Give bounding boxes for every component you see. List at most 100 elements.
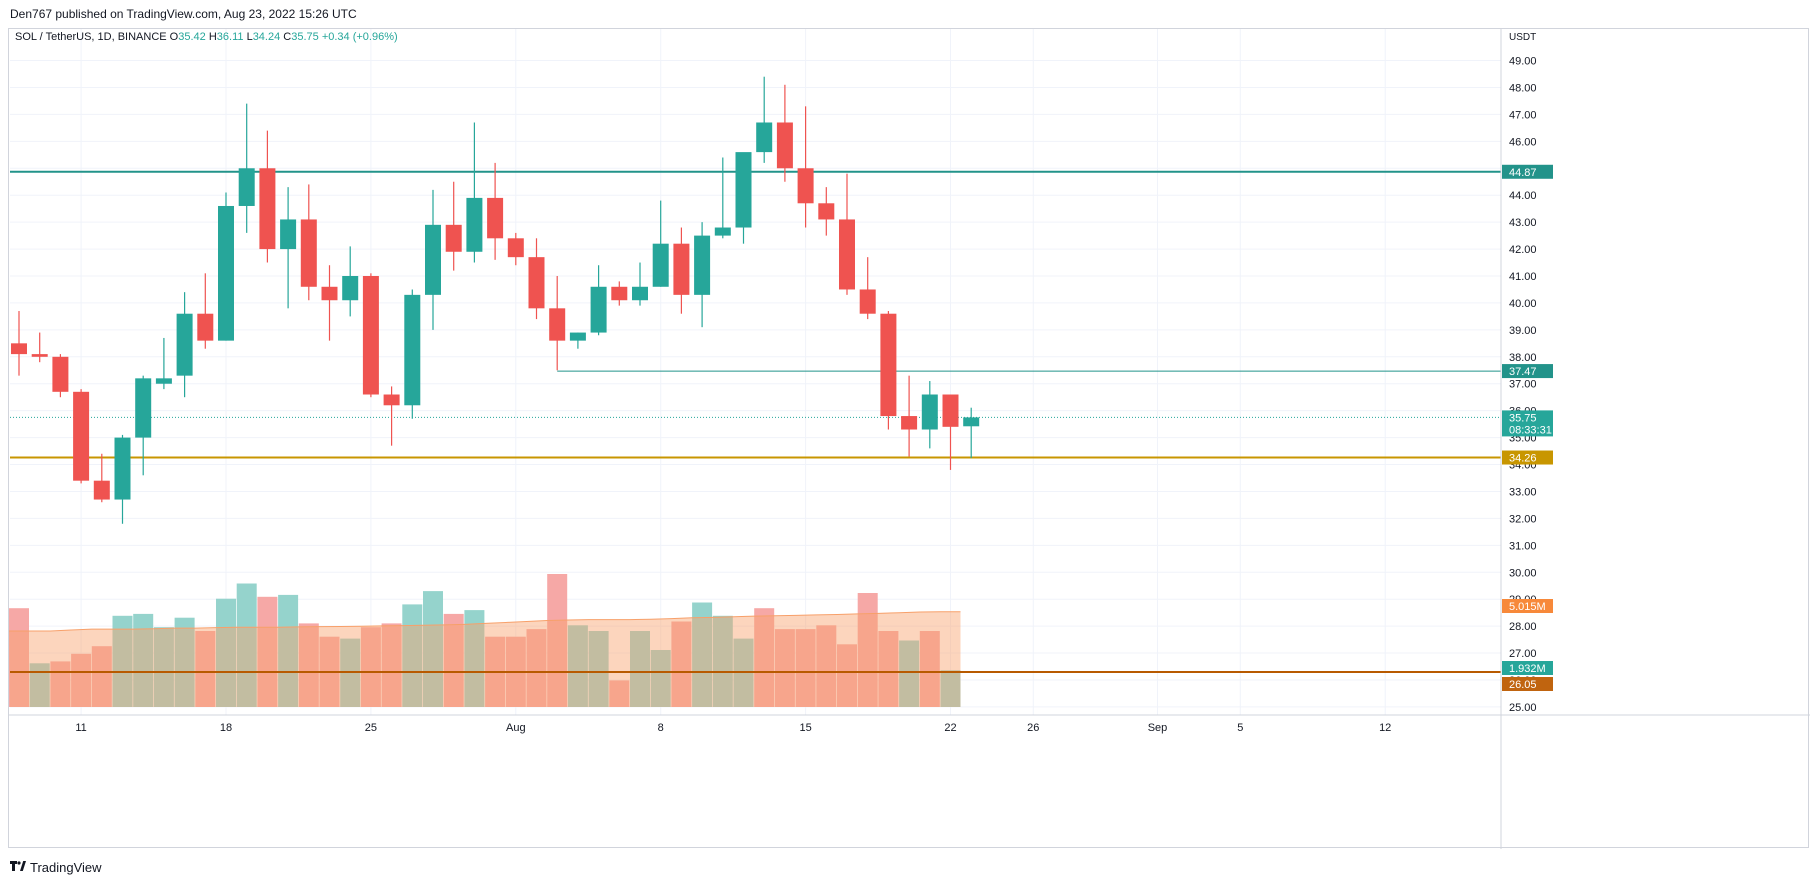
candle-body[interactable] <box>921 394 938 430</box>
candle-body[interactable] <box>507 238 524 258</box>
candle-body[interactable] <box>859 289 876 314</box>
volume-bar <box>71 653 92 707</box>
candle-body[interactable] <box>52 356 69 392</box>
candle-body[interactable] <box>362 276 379 395</box>
volume-bar <box>650 650 671 707</box>
volume-bar <box>153 627 174 707</box>
time-tick-label: 22 <box>944 722 956 734</box>
candle-body[interactable] <box>735 152 752 228</box>
price-tick-label: 33.00 <box>1509 486 1537 498</box>
candle-body[interactable] <box>238 168 255 206</box>
chart-header: Den767 published on TradingView.com, Aug… <box>0 0 1818 28</box>
candle-body[interactable] <box>528 257 545 309</box>
price-tick-label: 43.00 <box>1509 217 1537 229</box>
volume-ma-badge <box>1502 599 1553 613</box>
price-tick-label: 49.00 <box>1509 56 1537 68</box>
candle-body[interactable] <box>901 416 918 430</box>
volume-bar <box>195 631 216 707</box>
candle-body[interactable] <box>818 203 835 220</box>
price-tick-label: 48.00 <box>1509 82 1537 94</box>
candle-body[interactable] <box>632 286 648 301</box>
volume-bar <box>567 625 588 707</box>
candle-body[interactable] <box>135 378 152 438</box>
price-tick-label: 39.00 <box>1509 325 1537 337</box>
volume-bar <box>547 574 568 707</box>
candle-body[interactable] <box>942 394 959 427</box>
candle-body[interactable] <box>197 313 214 341</box>
candle-body[interactable] <box>321 286 338 301</box>
candle-body[interactable] <box>611 286 628 301</box>
ohlc-legend-part: 36.11 <box>217 31 247 43</box>
time-tick-label: 26 <box>1027 722 1039 734</box>
candle-body[interactable] <box>114 437 131 500</box>
candle-body[interactable] <box>342 276 359 301</box>
volume-bar <box>712 615 733 707</box>
volume-bar <box>174 617 195 707</box>
candle-body[interactable] <box>11 343 27 355</box>
candle-body[interactable] <box>300 219 317 287</box>
volume-level-badge-text: 26.05 <box>1509 679 1537 691</box>
volume-bar <box>91 646 112 707</box>
candle-body[interactable] <box>404 294 421 406</box>
support-badge <box>1502 450 1553 465</box>
ohlc-legend-part: 34.24 <box>253 31 284 43</box>
candle-body[interactable] <box>839 219 855 290</box>
candle-body[interactable] <box>73 391 90 481</box>
candle-body[interactable] <box>259 168 276 250</box>
price-tick-label: 31.00 <box>1509 540 1537 552</box>
chart-frame[interactable]: USDT25.0026.0027.0028.0029.0030.0031.003… <box>8 28 1810 849</box>
time-tick-label: 12 <box>1379 722 1391 734</box>
time-tick-label: 18 <box>220 722 232 734</box>
candle-body[interactable] <box>776 122 793 169</box>
candle-body[interactable] <box>487 197 504 239</box>
volume-bar <box>443 613 464 707</box>
time-tick-label: 25 <box>365 722 377 734</box>
volume-bar <box>423 591 443 707</box>
candle-body[interactable] <box>466 197 483 252</box>
ohlc-legend-part: 35.42 <box>178 31 209 43</box>
candle-body[interactable] <box>714 227 731 236</box>
ohlc-legend-part: H <box>209 31 217 43</box>
ohlc-legend-part: C <box>283 31 291 43</box>
candle-body[interactable] <box>673 243 690 295</box>
chart-canvas[interactable]: USDT25.0026.0027.0028.0029.0030.0031.003… <box>9 29 1810 849</box>
candle-body[interactable] <box>590 286 607 333</box>
candle-body[interactable] <box>694 235 711 295</box>
candle-body[interactable] <box>31 354 48 357</box>
volume-bar <box>609 680 630 707</box>
time-tick-label: 5 <box>1237 722 1243 734</box>
ohlc-legend-part: +0.34 (+0.96%) <box>322 31 398 43</box>
volume-ma-badge-text: 5.015M <box>1509 601 1546 613</box>
price-tick-label: 32.00 <box>1509 513 1537 525</box>
volume-bar <box>630 631 650 707</box>
volume-bar <box>526 629 547 707</box>
tradingview-logo-icon[interactable] <box>10 858 26 876</box>
candle-body[interactable] <box>155 378 172 384</box>
candle-body[interactable] <box>756 122 773 153</box>
candle-body[interactable] <box>880 313 897 417</box>
volume-bar <box>257 596 278 707</box>
volume-bar <box>899 640 920 707</box>
candle-body[interactable] <box>176 313 193 376</box>
candle-body[interactable] <box>963 417 980 427</box>
candle-body[interactable] <box>93 480 110 500</box>
volume-bar <box>381 623 402 707</box>
candle-body[interactable] <box>549 308 566 341</box>
candle-body[interactable] <box>280 219 297 250</box>
volume-bar <box>298 623 319 707</box>
ohlc-legend[interactable]: SOL / TetherUS, 1D, BINANCE O35.42 H36.1… <box>15 31 398 43</box>
candle-body[interactable] <box>425 224 441 295</box>
price-tick-label: 44.00 <box>1509 190 1537 202</box>
candle-body[interactable] <box>445 224 462 252</box>
candle-body[interactable] <box>383 394 400 406</box>
volume-last-badge <box>1502 661 1553 675</box>
candle-body[interactable] <box>797 168 814 204</box>
volume-bar <box>9 608 29 707</box>
ohlc-legend-part: 35.75 <box>291 31 322 43</box>
candle-body[interactable] <box>569 332 586 341</box>
resistance-badge <box>1502 164 1553 179</box>
time-tick-label: Sep <box>1148 722 1168 734</box>
candle-body[interactable] <box>652 243 669 287</box>
volume-bar <box>837 644 857 707</box>
candle-body[interactable] <box>218 205 234 341</box>
